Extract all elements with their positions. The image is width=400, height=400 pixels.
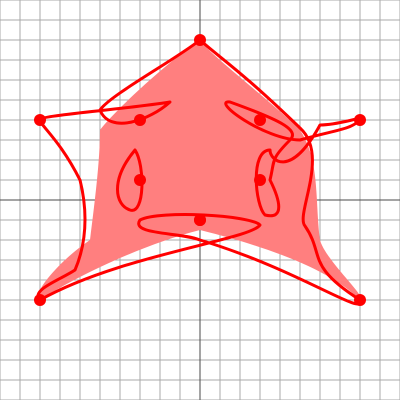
- control-point-handle[interactable]: [34, 294, 46, 306]
- control-point-handle[interactable]: [254, 114, 266, 126]
- control-point-handle[interactable]: [254, 174, 266, 186]
- control-point-handles[interactable]: [34, 34, 366, 306]
- control-point-handle[interactable]: [134, 174, 146, 186]
- control-point-handle[interactable]: [134, 114, 146, 126]
- shape-fill[interactable]: [38, 40, 362, 300]
- control-point-handle[interactable]: [354, 294, 366, 306]
- control-point-handle[interactable]: [34, 114, 46, 126]
- control-point-handle[interactable]: [194, 34, 206, 46]
- shape-outline[interactable]: [36, 38, 363, 306]
- control-point-handle[interactable]: [354, 114, 366, 126]
- control-point-handle[interactable]: [194, 214, 206, 226]
